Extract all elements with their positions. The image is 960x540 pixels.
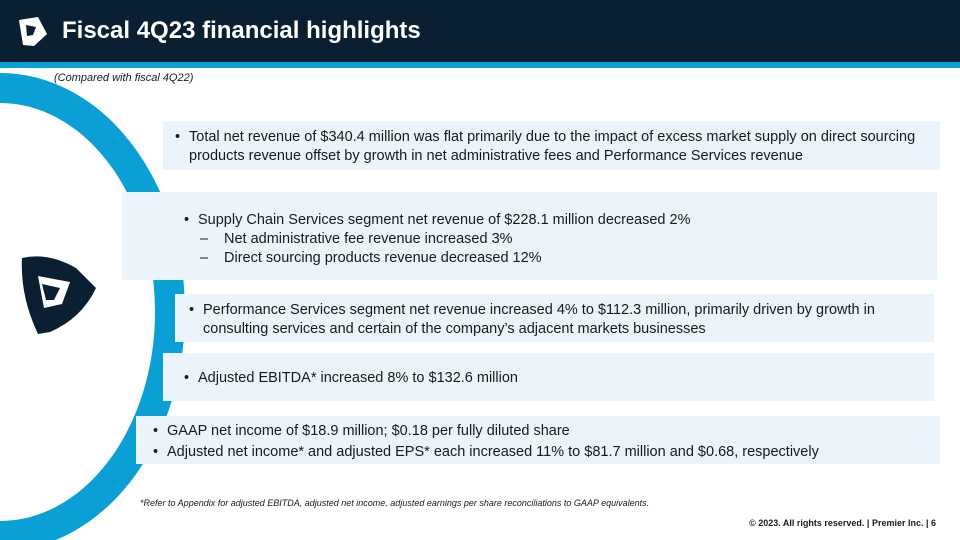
bullet-supply-chain: Supply Chain Services segment net revenu… bbox=[182, 211, 927, 230]
footnote: *Refer to Appendix for adjusted EBITDA, … bbox=[140, 498, 650, 508]
bullet-total-revenue: Total net revenue of $340.4 million was … bbox=[173, 128, 930, 166]
premier-logo-icon bbox=[19, 17, 47, 46]
highlight-box-performance-services: Performance Services segment net revenue… bbox=[175, 294, 934, 342]
premier-logo-large-icon bbox=[21, 256, 96, 334]
highlight-box-supply-chain: Supply Chain Services segment net revenu… bbox=[122, 192, 937, 280]
sub-bullet-direct-sourcing: Direct sourcing products revenue decreas… bbox=[182, 249, 927, 268]
header-bar: Fiscal 4Q23 financial highlights bbox=[0, 0, 960, 62]
copyright-footer: © 2023. All rights reserved. | Premier I… bbox=[749, 518, 936, 528]
sub-bullet-admin-fee: Net administrative fee revenue increased… bbox=[182, 230, 927, 249]
highlight-box-total-revenue: Total net revenue of $340.4 million was … bbox=[163, 121, 940, 170]
highlight-box-net-income: GAAP net income of $18.9 million; $0.18 … bbox=[136, 416, 940, 464]
bullet-performance-services: Performance Services segment net revenue… bbox=[187, 301, 924, 339]
comparison-note: (Compared with fiscal 4Q22) bbox=[54, 72, 194, 84]
header-stripe bbox=[0, 62, 960, 68]
decorative-arc bbox=[0, 73, 185, 540]
bullet-gaap-net-income: GAAP net income of $18.9 million; $0.18 … bbox=[151, 421, 930, 442]
highlight-box-ebitda: Adjusted EBITDA* increased 8% to $132.6 … bbox=[163, 353, 934, 401]
bullet-adjusted-net-income: Adjusted net income* and adjusted EPS* e… bbox=[151, 442, 930, 463]
page-title: Fiscal 4Q23 financial highlights bbox=[62, 17, 421, 44]
bullet-adjusted-ebitda: Adjusted EBITDA* increased 8% to $132.6 … bbox=[182, 369, 924, 388]
